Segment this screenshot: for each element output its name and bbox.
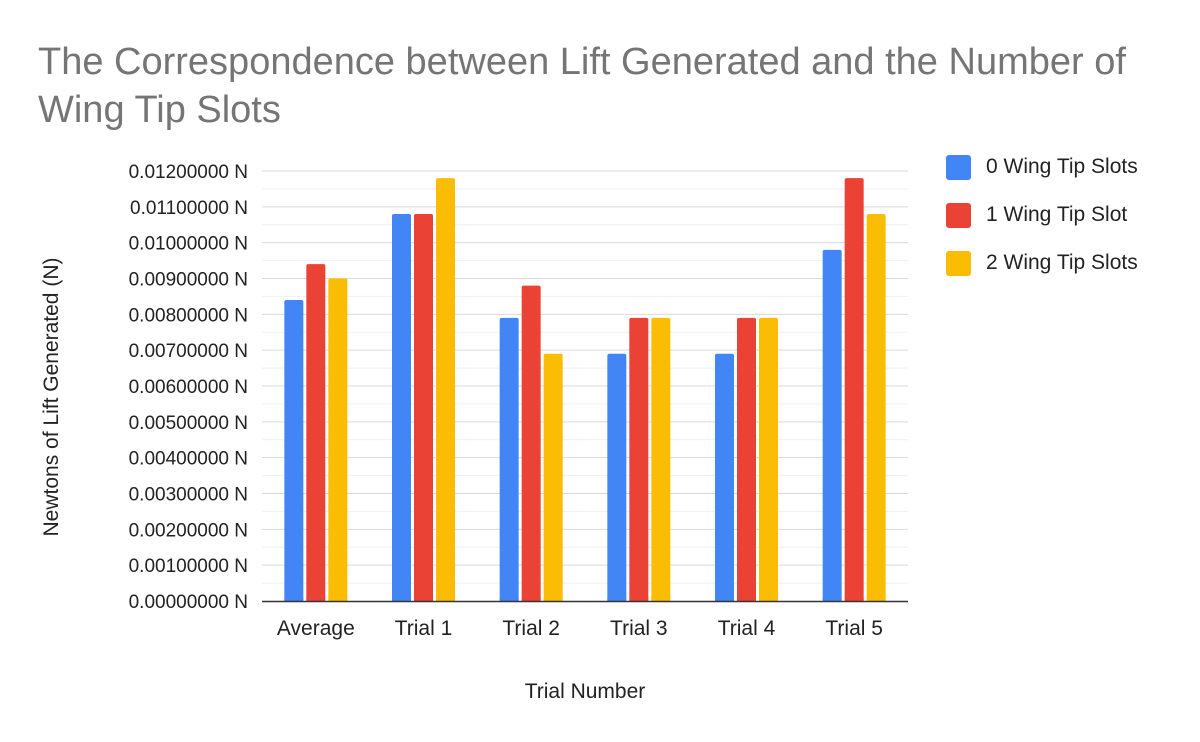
chart-title: The Correspondence between Lift Generate…: [38, 41, 1126, 131]
bar-base: [715, 598, 734, 601]
bar-2-wing-tip-slots-trial-5: [866, 214, 886, 601]
x-tick-label: Average: [277, 617, 355, 640]
bar-base: [737, 598, 756, 601]
bar-base: [866, 598, 886, 601]
bar-2-wing-tip-slots-trial-1: [436, 178, 455, 601]
x-tick-label: Trial 3: [610, 617, 668, 640]
bar-base: [392, 598, 411, 601]
y-axis-ticks: 0.00000000 N 0.00100000 N 0.00200000 N 0.00…: [129, 162, 248, 613]
gridlines: [262, 170, 908, 584]
y-tick-label: 0.00900000 N: [129, 270, 248, 291]
bar-2-wing-tip-slots-trial-3: [651, 317, 671, 601]
legend-label: 0 Wing Tip Slots: [986, 155, 1138, 178]
y-axis-label: Newtons of Lift Generated (N): [40, 258, 63, 537]
bar-1-wing-tip-slot-trial-5: [844, 178, 864, 601]
bar-base: [284, 598, 304, 601]
x-tick-label: Trial 1: [395, 617, 453, 640]
y-tick-label: 0.00100000 N: [129, 556, 248, 577]
y-tick-label: 0.01100000 N: [130, 198, 248, 219]
legend-swatch: [946, 250, 971, 276]
bar-1-wing-tip-slot-trial-3: [629, 317, 649, 601]
bar-0-wing-tip-slots-trial-3: [607, 353, 627, 601]
y-tick-label: 0.00600000 N: [129, 377, 248, 398]
bar-base: [521, 598, 541, 601]
legend-item: 1 Wing Tip Slot: [946, 202, 1138, 228]
legend-item: 2 Wing Tip Slots: [946, 250, 1138, 276]
bar-base: [328, 598, 348, 601]
y-tick-label: 0.00300000 N: [129, 485, 248, 506]
y-tick-label: 0.00400000 N: [129, 449, 248, 470]
bar-2-wing-tip-slots-average: [328, 278, 348, 601]
y-tick-label: 0.01000000 N: [129, 234, 248, 255]
bar-base: [651, 598, 671, 601]
x-tick-label: Trial 4: [718, 617, 776, 640]
x-tick-label: Trial 5: [825, 617, 883, 640]
y-tick-label: 0.01200000 N: [129, 162, 248, 183]
bars: [284, 178, 886, 602]
bar-base: [436, 598, 455, 601]
x-axis-label: Trial Number: [525, 680, 646, 703]
bar-1-wing-tip-slot-trial-4: [737, 317, 756, 601]
legend-label: 1 Wing Tip Slot: [986, 203, 1128, 226]
bar-base: [499, 598, 519, 601]
bar-1-wing-tip-slot-trial-1: [414, 214, 433, 601]
bar-base: [844, 598, 864, 601]
x-tick-label: Trial 2: [502, 617, 560, 640]
bar-0-wing-tip-slots-average: [284, 300, 304, 601]
bar-0-wing-tip-slots-trial-2: [499, 317, 519, 601]
bar-base: [414, 598, 433, 601]
bar-2-wing-tip-slots-trial-4: [759, 317, 778, 601]
bar-0-wing-tip-slots-trial-4: [715, 353, 734, 601]
legend-label: 2 Wing Tip Slots: [986, 251, 1138, 274]
y-tick-label: 0.00700000 N: [129, 341, 248, 362]
y-tick-label: 0.00800000 N: [129, 305, 248, 326]
bar-0-wing-tip-slots-trial-1: [392, 214, 411, 601]
bar-base: [822, 598, 842, 601]
y-tick-label: 0.00200000 N: [129, 520, 248, 541]
legend: 0 Wing Tip Slots 1 Wing Tip Slot 2 Wing Ti…: [946, 154, 1138, 299]
bar-0-wing-tip-slots-trial-5: [822, 249, 842, 602]
bar-base: [306, 598, 326, 601]
bar-base: [543, 598, 563, 601]
bar-base: [759, 598, 778, 601]
legend-item: 0 Wing Tip Slots: [946, 154, 1138, 180]
legend-swatch: [946, 154, 971, 180]
bar-base: [629, 598, 649, 601]
y-tick-label: 0.00000000 N: [129, 592, 248, 613]
x-axis-ticks: Average Trial 1 Trial 2 Trial 3 Trial 4 Trial…: [277, 617, 883, 640]
bar-1-wing-tip-slot-trial-2: [521, 285, 541, 601]
legend-swatch: [946, 202, 971, 228]
y-tick-label: 0.00500000 N: [129, 413, 248, 434]
bar-2-wing-tip-slots-trial-2: [543, 353, 563, 601]
bar-base: [607, 598, 627, 601]
bar-1-wing-tip-slot-average: [306, 264, 326, 601]
